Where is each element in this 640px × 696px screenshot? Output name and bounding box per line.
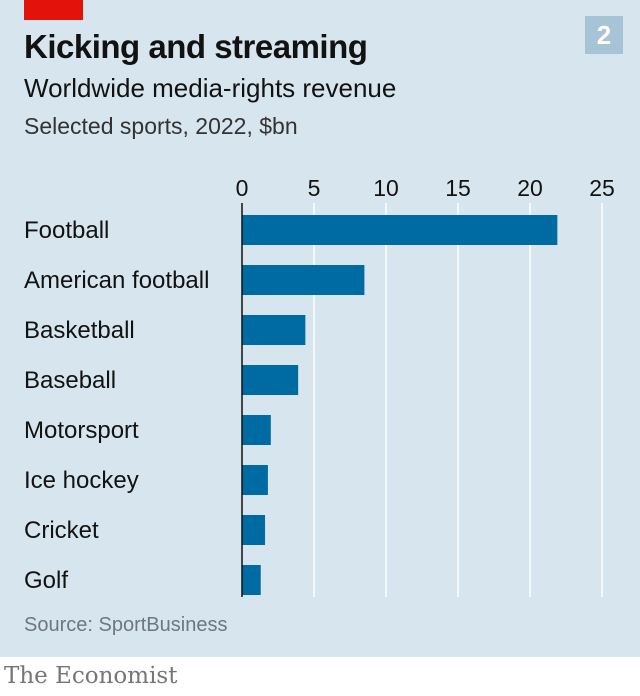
category-label: Football <box>24 217 109 244</box>
category-label: Motorsport <box>24 417 139 444</box>
bar <box>242 415 271 445</box>
x-tick-label: 0 <box>236 175 249 201</box>
x-tick-label: 5 <box>308 175 321 201</box>
bar-chart: 0 5 10 15 20 25 Football American football Bask… <box>24 175 615 597</box>
category-label: Baseball <box>24 367 116 394</box>
bar <box>242 515 266 545</box>
bar <box>242 315 306 345</box>
chart-units: Selected sports, 2022, $bn <box>24 113 298 139</box>
source-note: Source: SportBusiness <box>24 614 228 636</box>
chart-title: Kicking and streaming <box>24 28 368 65</box>
bar <box>242 565 261 595</box>
chart-number-badge: 2 <box>585 16 623 54</box>
x-tick-label: 15 <box>445 175 471 201</box>
bar <box>242 265 365 295</box>
chart-subtitle: Worldwide media-rights revenue <box>24 73 397 103</box>
category-label: American football <box>24 267 209 294</box>
x-tick-label: 20 <box>517 175 543 201</box>
category-label: Cricket <box>24 517 99 544</box>
category-label: Golf <box>24 567 68 594</box>
x-tick-label: 25 <box>589 175 615 201</box>
category-label: Basketball <box>24 317 135 344</box>
x-tick-label: 10 <box>373 175 399 201</box>
chart-panel: 2 Kicking and streaming Worldwide media-… <box>0 0 640 657</box>
brand-red-tag <box>24 0 83 20</box>
bar <box>242 215 558 245</box>
bar <box>242 365 299 395</box>
bar <box>242 465 268 495</box>
economist-logo-text: The Economist <box>4 663 178 689</box>
category-label: Ice hockey <box>24 467 139 494</box>
